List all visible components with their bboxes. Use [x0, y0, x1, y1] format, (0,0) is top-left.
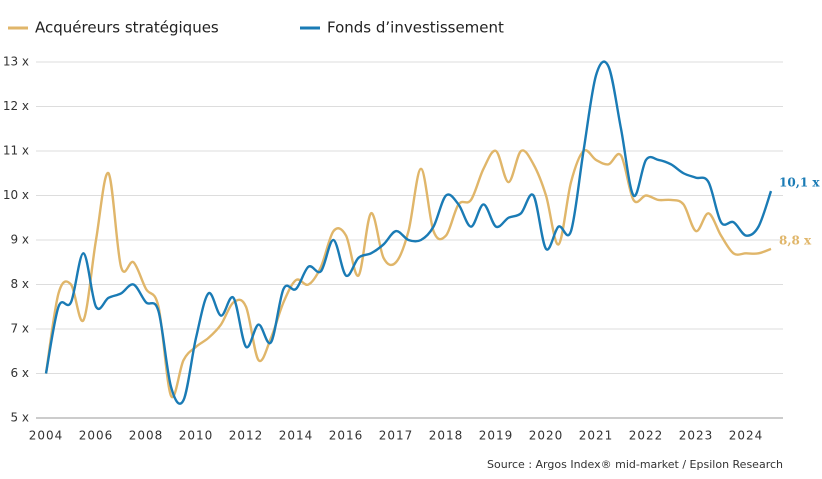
y-tick-label: 11 x [3, 144, 29, 158]
x-tick-label: 2006 [79, 429, 114, 443]
x-tick-label: 2019 [479, 429, 514, 443]
y-tick-label: 10 x [3, 188, 29, 202]
y-tick-label: 8 x [10, 277, 29, 291]
x-tick-label: 2023 [679, 429, 714, 443]
y-tick-label: 5 x [10, 411, 29, 425]
end-label: 8,8 x [779, 233, 812, 247]
x-tick-label: 2021 [579, 429, 614, 443]
x-tick-label: 2024 [729, 429, 764, 443]
x-tick-label: 2004 [29, 429, 64, 443]
x-tick-label: 2022 [629, 429, 664, 443]
y-tick-label: 13 x [3, 55, 29, 69]
series-line [44, 149, 772, 399]
end-label: 10,1 x [779, 176, 820, 190]
y-tick-label: 9 x [10, 233, 29, 247]
series-line [44, 60, 773, 405]
x-tick-label: 2017 [379, 429, 414, 443]
legend-label: Acquéreurs stratégiques [35, 19, 219, 37]
source: Source : Argos Index® mid-market / Epsil… [487, 458, 783, 471]
x-tick-label: 2016 [329, 429, 364, 443]
x-tick-label: 2010 [179, 429, 214, 443]
x-tick-label: 2018 [429, 429, 464, 443]
x-tick-label: 2012 [229, 429, 264, 443]
x-tick-label: 2020 [529, 429, 564, 443]
x-tick-label: 2008 [129, 429, 164, 443]
x-tick-label: 2014 [279, 429, 314, 443]
y-tick-label: 7 x [10, 322, 29, 336]
legend-label: Fonds d’investissement [327, 19, 504, 37]
y-tick-label: 12 x [3, 99, 29, 113]
y-tick-label: 6 x [10, 366, 29, 380]
